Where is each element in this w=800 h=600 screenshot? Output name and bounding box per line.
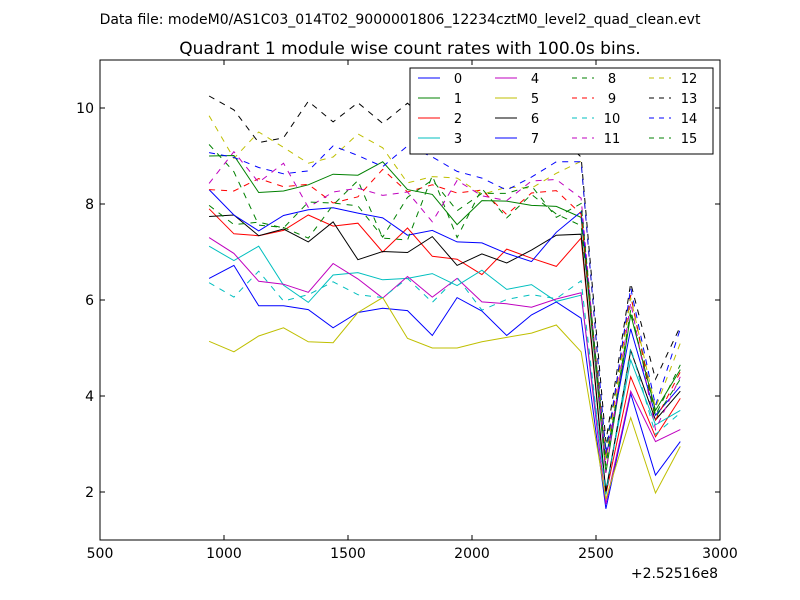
series-line-15 (208, 179, 681, 466)
series-line-14 (209, 145, 681, 454)
series-line-12 (208, 115, 681, 461)
chart-title: Quadrant 1 module wise count rates with … (179, 39, 640, 59)
legend-label-14: 14 (681, 112, 698, 127)
y-tick-label: 2 (85, 485, 94, 501)
y-tick-label: 10 (76, 101, 94, 117)
legend-label-7: 7 (531, 132, 539, 147)
legend-label-6: 6 (531, 112, 539, 127)
x-tick-label: 2500 (578, 546, 614, 562)
legend-label-2: 2 (454, 112, 462, 127)
legend-label-0: 0 (454, 72, 462, 87)
legend-label-8: 8 (608, 72, 616, 87)
series-line-5 (208, 296, 681, 500)
legend-label-13: 13 (681, 92, 698, 107)
series-line-4 (208, 237, 681, 505)
legend-label-12: 12 (681, 72, 698, 87)
chart-suptitle: Data file: modeM0/AS1C03_014T02_90000018… (100, 12, 701, 28)
x-tick-label: 1000 (206, 546, 242, 562)
legend-label-15: 15 (681, 132, 698, 147)
x-tick-label: 2000 (454, 546, 490, 562)
series-line-9 (209, 168, 681, 459)
legend-label-11: 11 (604, 132, 621, 147)
legend-box (409, 67, 714, 155)
x-tick-label: 500 (87, 546, 114, 562)
series-line-10 (208, 270, 681, 495)
series-line-1 (209, 154, 681, 473)
y-tick-label: 4 (85, 389, 94, 405)
y-tick-label: 8 (85, 197, 94, 213)
series-line-3 (208, 245, 681, 490)
legend-label-5: 5 (531, 92, 539, 107)
y-tick-label: 6 (85, 293, 94, 309)
x-tick-label: 3000 (702, 546, 738, 562)
plot-lines (208, 95, 681, 509)
x-tick-label: 1500 (330, 546, 366, 562)
legend-label-3: 3 (454, 132, 462, 147)
x-offset-label: +2.52516e8 (631, 566, 718, 582)
series-line-6 (209, 214, 681, 493)
legend-label-9: 9 (608, 92, 616, 107)
series-line-11 (208, 150, 681, 473)
legend-label-10: 10 (604, 112, 621, 127)
legend-label-4: 4 (531, 72, 539, 87)
legend-label-1: 1 (454, 92, 462, 107)
